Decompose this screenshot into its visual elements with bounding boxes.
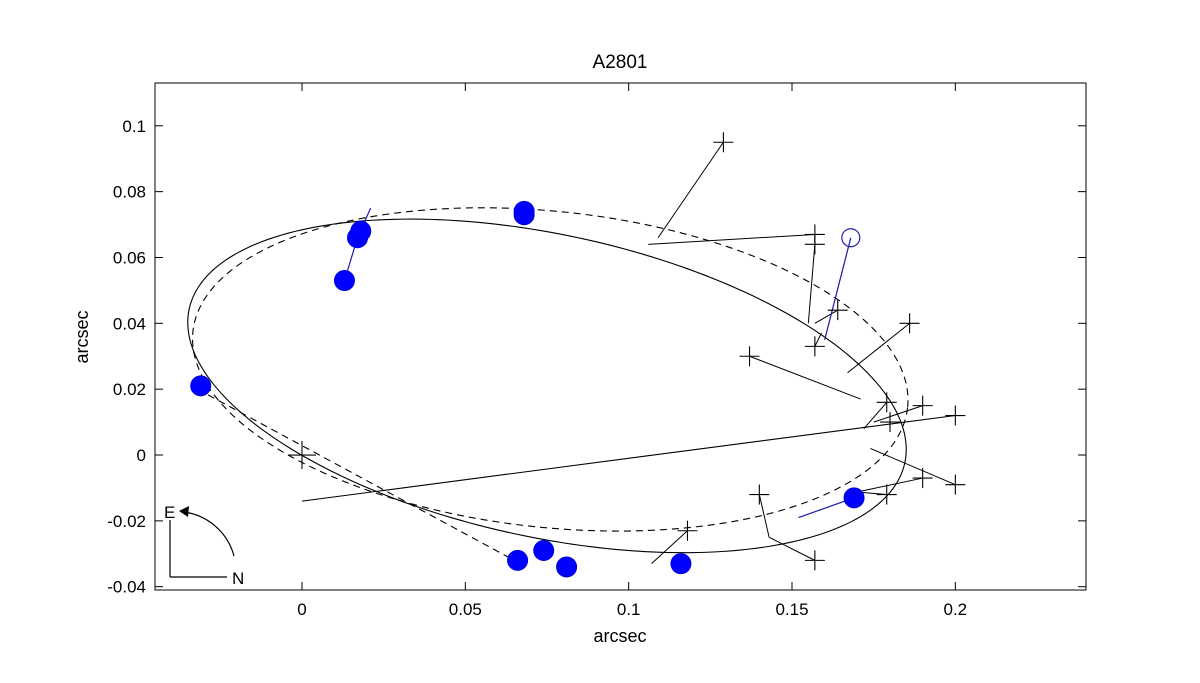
measurement-plus-marker [876, 392, 897, 413]
measurement-filled-marker [507, 549, 529, 571]
y-tick-label: 0.06 [113, 248, 146, 267]
east-label: E [164, 503, 175, 522]
residual-line [651, 530, 688, 565]
y-tick-label: 0.02 [113, 380, 146, 399]
measurement-plus-marker [804, 336, 825, 357]
measurement-plus-marker [749, 484, 770, 505]
y-tick-label: 0.1 [122, 117, 146, 136]
x-tick-label: 0 [297, 600, 306, 619]
measurement-filled-marker [670, 553, 692, 575]
residual-line [873, 405, 923, 423]
y-tick-label: -0.04 [107, 578, 146, 597]
measurement-plus-marker [739, 346, 760, 367]
measurement-plus-marker [876, 484, 897, 505]
residual-line [860, 477, 923, 492]
measurement-plus-marker [945, 405, 966, 426]
measurement-plus-marker [804, 234, 825, 255]
residual-line [863, 402, 888, 430]
plot-frame [154, 82, 1087, 591]
measurement-filled-marker [333, 270, 355, 292]
measurement-filled-marker [513, 200, 535, 222]
node-line [197, 388, 515, 561]
rotation-arrow [183, 511, 235, 557]
measurement-plus-marker [912, 468, 933, 489]
y-tick-label: 0 [137, 446, 146, 465]
orbit-solid [187, 218, 907, 554]
measurement-plus-marker [945, 474, 966, 495]
measurement-plus-marker [677, 520, 698, 541]
orientation-indicator: E N [164, 503, 244, 588]
x-tick-label: 0.1 [617, 600, 641, 619]
measurement-plus-marker [912, 395, 933, 416]
measurement-filled-marker [556, 556, 578, 578]
residual-line [814, 332, 822, 347]
measurement-plus-marker [804, 550, 825, 571]
x-axis-label: arcsec [593, 626, 646, 646]
y-tick-label: 0.04 [113, 314, 146, 333]
measurement-filled-marker [350, 220, 372, 242]
y-axis-label: arcsec [72, 310, 92, 363]
residual-line [657, 141, 724, 239]
periastron-line [301, 414, 956, 502]
y-tick-label: -0.02 [107, 512, 146, 531]
residual-line [768, 536, 816, 561]
residual-lines [197, 141, 956, 565]
measurement-open-marker [841, 228, 861, 248]
residual-line [814, 309, 838, 324]
residual-line [758, 494, 770, 538]
orbit-dashed [191, 207, 909, 532]
y-tick-label: 0.08 [113, 183, 146, 202]
residual-line [807, 244, 816, 324]
chart-title: A2801 [593, 52, 648, 73]
arrow-head-icon [179, 506, 189, 517]
x-tick-label: 0.15 [775, 600, 808, 619]
residual-line [749, 355, 861, 400]
x-tick-label: 0.2 [944, 600, 968, 619]
measurement-points [190, 132, 966, 578]
measurement-filled-marker [533, 539, 555, 561]
x-tick-label: 0.05 [449, 600, 482, 619]
residual-line [847, 322, 910, 374]
axes: 0 0.05 0.1 0.15 0.2 -0.04 -0.02 0 0.02 0.04 0.06 0.… [107, 83, 1086, 619]
north-label: N [232, 569, 244, 588]
measurement-filled-marker [843, 487, 865, 509]
orbit-curves [187, 207, 909, 554]
measurement-plus-marker [713, 132, 734, 153]
residual-line-blue [824, 237, 852, 340]
primary-star-marker [288, 441, 316, 470]
measurement-plus-marker [827, 300, 848, 321]
residual-line [870, 447, 956, 486]
residual-line [648, 233, 815, 245]
measurement-plus-marker [880, 412, 900, 433]
measurement-filled-marker [190, 375, 212, 397]
measurement-plus-marker [899, 313, 920, 334]
